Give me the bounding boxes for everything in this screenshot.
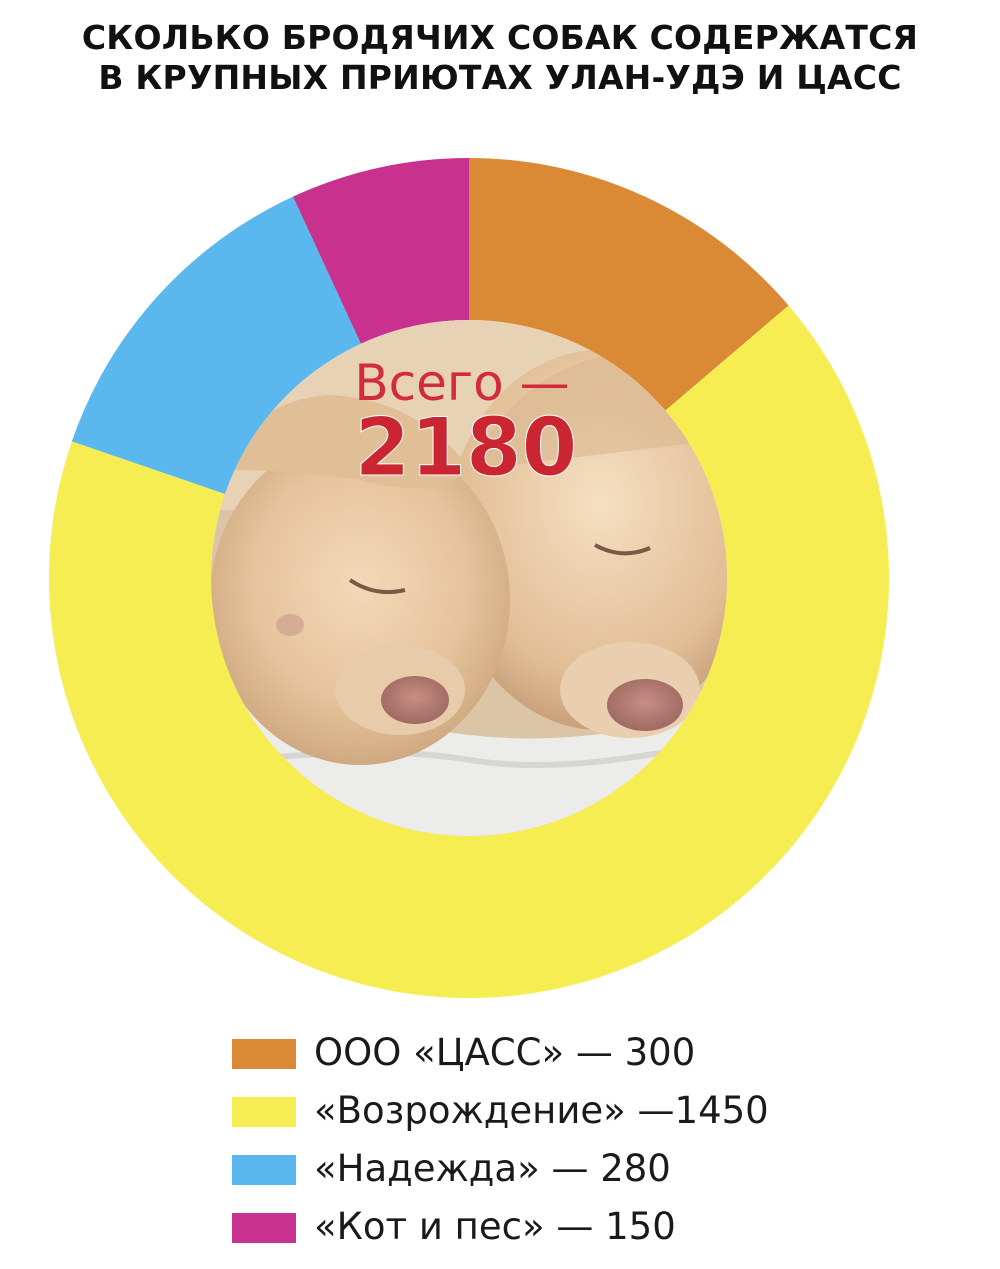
chart-title-line-1: СКОЛЬКО БРОДЯЧИХ СОБАК СОДЕРЖАТСЯ xyxy=(81,18,919,57)
legend-item-kot-i-pes: «Кот и пес» — 150 xyxy=(232,1204,872,1262)
legend-item-nadezhda: «Надежда» — 280 xyxy=(232,1146,872,1204)
slice-nadezhda xyxy=(71,196,361,495)
legend-swatch-vozrozhdenie xyxy=(232,1097,296,1127)
chart-title: СКОЛЬКО БРОДЯЧИХ СОБАК СОДЕРЖАТСЯ В КРУП… xyxy=(0,18,1000,98)
slice-vozrozhdenie xyxy=(48,305,889,998)
slice-kot-i-pes xyxy=(293,158,469,344)
legend-label-nadezhda: «Надежда» — 280 xyxy=(314,1147,671,1190)
legend-label-kot-i-pes: «Кот и пес» — 150 xyxy=(314,1205,676,1248)
sleeping-puppies-photo xyxy=(211,320,727,836)
legend-swatch-kot-i-pes xyxy=(232,1213,296,1243)
legend: ООО «ЦАСС» — 300 «Возрождение» —1450 «На… xyxy=(232,1030,872,1262)
center-total: 2180 xyxy=(355,401,578,494)
legend-item-tsass: ООО «ЦАСС» — 300 xyxy=(232,1030,872,1088)
slice-tsass xyxy=(469,158,789,411)
donut-slices xyxy=(48,158,889,998)
legend-label-vozrozhdenie: «Возрождение» —1450 xyxy=(314,1089,769,1132)
legend-item-vozrozhdenie: «Возрождение» —1450 xyxy=(232,1088,872,1146)
legend-swatch-nadezhda xyxy=(232,1155,296,1185)
chart-title-line-2: В КРУПНЫХ ПРИЮТАХ УЛАН-УДЭ И ЦАСС xyxy=(98,58,902,97)
legend-swatch-tsass xyxy=(232,1039,296,1069)
center-label: Всего — xyxy=(354,354,569,412)
legend-label-tsass: ООО «ЦАСС» — 300 xyxy=(314,1031,696,1074)
